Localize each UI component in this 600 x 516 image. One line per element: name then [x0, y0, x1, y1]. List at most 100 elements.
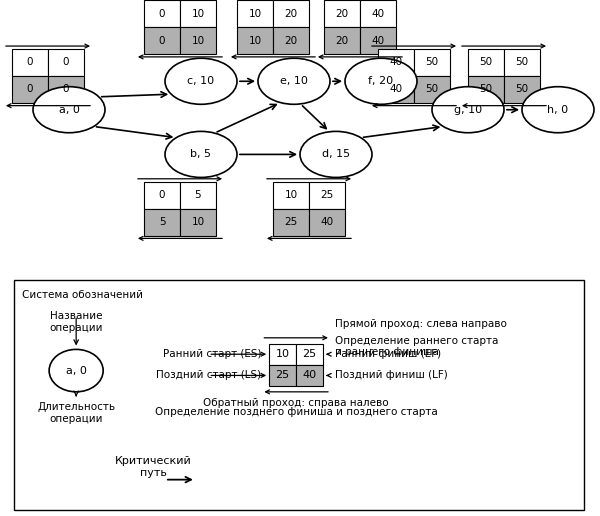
Text: g, 10: g, 10 [454, 105, 482, 115]
Text: e, 10: e, 10 [280, 76, 308, 86]
Bar [144, 182, 180, 208]
Ellipse shape [345, 58, 417, 104]
Text: 0: 0 [27, 85, 33, 94]
Text: 50: 50 [479, 85, 493, 94]
Text: 20: 20 [284, 9, 298, 19]
Bar [309, 208, 345, 236]
Bar [378, 76, 414, 103]
Text: Длительность
операции: Длительность операции [37, 401, 115, 424]
Ellipse shape [258, 58, 330, 104]
Text: 50: 50 [515, 57, 529, 67]
Bar [414, 49, 450, 76]
Text: 40: 40 [371, 9, 385, 19]
Text: 20: 20 [335, 9, 349, 19]
Bar [48, 49, 84, 76]
Text: 10: 10 [248, 36, 262, 45]
Text: Определение позднего финиша и позднего старта: Определение позднего финиша и позднего с… [155, 407, 437, 417]
Text: Название
операции: Название операции [49, 311, 103, 333]
Text: Критический
путь: Критический путь [115, 456, 192, 478]
Bar [273, 0, 309, 27]
Text: 10: 10 [284, 190, 298, 200]
Text: 0: 0 [159, 190, 165, 200]
Bar [237, 27, 273, 54]
Text: d, 15: d, 15 [322, 150, 350, 159]
Bar [48, 76, 84, 103]
Bar [309, 182, 345, 208]
Text: 20: 20 [335, 36, 349, 45]
Text: a, 0: a, 0 [66, 366, 86, 376]
Text: Ранний финиш (EF): Ранний финиш (EF) [335, 349, 441, 359]
Text: 10: 10 [248, 9, 262, 19]
Ellipse shape [165, 58, 237, 104]
Bar [269, 365, 296, 386]
Text: Поздний старт (LS): Поздний старт (LS) [156, 370, 262, 380]
Text: Определение раннего старта
и раннего финиша: Определение раннего старта и раннего фин… [335, 336, 498, 358]
Ellipse shape [49, 349, 103, 392]
Ellipse shape [165, 132, 237, 178]
Text: 10: 10 [191, 217, 205, 227]
Bar [180, 208, 216, 236]
Ellipse shape [522, 87, 594, 133]
Text: Обратный проход: справа налево: Обратный проход: справа налево [203, 398, 389, 408]
Ellipse shape [432, 87, 504, 133]
Bar [180, 182, 216, 208]
Text: 10: 10 [275, 349, 290, 359]
Bar [237, 0, 273, 27]
Text: 40: 40 [389, 85, 403, 94]
Bar [414, 76, 450, 103]
Text: 0: 0 [63, 57, 69, 67]
Bar [180, 0, 216, 27]
Text: 25: 25 [284, 217, 298, 227]
Text: 5: 5 [158, 217, 166, 227]
Bar [144, 0, 180, 27]
Bar [360, 27, 396, 54]
Ellipse shape [300, 132, 372, 178]
Bar [12, 76, 48, 103]
Text: Система обозначений: Система обозначений [22, 289, 143, 300]
Text: f, 20: f, 20 [368, 76, 394, 86]
Text: 5: 5 [194, 190, 202, 200]
Bar [360, 0, 396, 27]
Bar [273, 182, 309, 208]
Bar [296, 365, 323, 386]
Bar [504, 76, 540, 103]
Bar [180, 27, 216, 54]
Text: c, 10: c, 10 [187, 76, 215, 86]
Bar [144, 208, 180, 236]
Bar [296, 344, 323, 365]
Bar [324, 27, 360, 54]
Text: Поздний финиш (LF): Поздний финиш (LF) [335, 370, 448, 380]
Bar [273, 27, 309, 54]
Text: 10: 10 [191, 9, 205, 19]
Bar [378, 49, 414, 76]
Bar [144, 27, 180, 54]
Text: 25: 25 [275, 370, 290, 380]
Text: 0: 0 [63, 85, 69, 94]
Text: 25: 25 [302, 349, 317, 359]
Text: 20: 20 [284, 36, 298, 45]
Text: 50: 50 [515, 85, 529, 94]
Text: 0: 0 [27, 57, 33, 67]
Text: 10: 10 [191, 36, 205, 45]
Text: 50: 50 [425, 57, 439, 67]
Text: 25: 25 [320, 190, 334, 200]
Text: 40: 40 [302, 370, 317, 380]
Text: Ранний старт (ES): Ранний старт (ES) [163, 349, 262, 359]
Text: 50: 50 [425, 85, 439, 94]
Ellipse shape [33, 87, 105, 133]
Text: h, 0: h, 0 [547, 105, 569, 115]
Bar [468, 49, 504, 76]
Text: 40: 40 [320, 217, 334, 227]
Text: b, 5: b, 5 [191, 150, 212, 159]
Text: a, 0: a, 0 [59, 105, 79, 115]
Text: 40: 40 [371, 36, 385, 45]
Text: 40: 40 [389, 57, 403, 67]
Bar [468, 76, 504, 103]
Bar [273, 208, 309, 236]
Bar [269, 344, 296, 365]
Text: 50: 50 [479, 57, 493, 67]
Bar [12, 49, 48, 76]
Text: 0: 0 [159, 36, 165, 45]
Bar [324, 0, 360, 27]
Text: 0: 0 [159, 9, 165, 19]
